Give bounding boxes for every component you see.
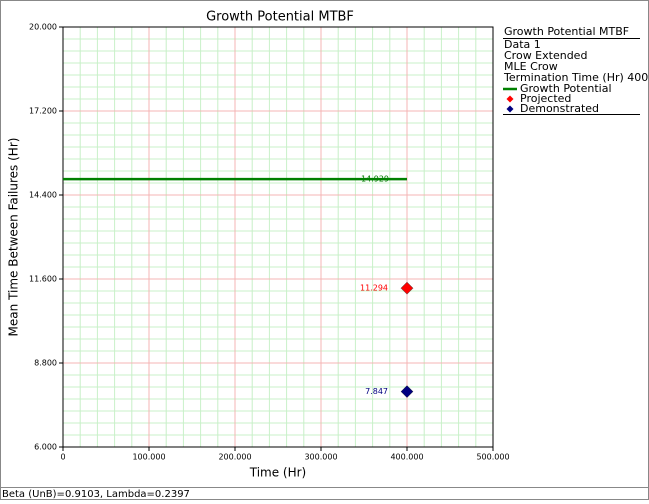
plot-border xyxy=(62,26,494,448)
legend-info: Crow Extended xyxy=(504,49,587,62)
legend-entry: Growth Potential xyxy=(520,82,612,95)
legend-entry: Projected xyxy=(520,92,571,105)
x-axis-label: Time (Hr) xyxy=(249,466,307,480)
x-tick-label: 100.000 xyxy=(132,453,165,462)
x-tick-label: 0 xyxy=(60,453,65,462)
legend-entry: Demonstrated xyxy=(520,102,599,115)
y-tick-label: 20.000 xyxy=(29,23,57,32)
value-label: 7.847 xyxy=(365,387,388,396)
y-tick-label: 17.200 xyxy=(29,107,57,116)
x-tick-label: 300.000 xyxy=(304,453,337,462)
legend-swatch xyxy=(506,105,514,113)
y-axis-label: Mean Time Between Failures (Hr) xyxy=(7,138,21,337)
x-tick-label: 500.000 xyxy=(476,453,509,462)
y-tick-label: 8.800 xyxy=(34,359,57,368)
value-label: 14.929 xyxy=(361,175,389,184)
data-point xyxy=(400,385,414,398)
legend-title: Growth Potential MTBF xyxy=(504,25,629,38)
value-label: 11.294 xyxy=(360,284,388,293)
data-point xyxy=(400,281,414,295)
legend-swatch xyxy=(506,95,514,103)
plot-area xyxy=(63,27,493,447)
x-tick-label: 400.000 xyxy=(390,453,423,462)
y-tick-label: 14.400 xyxy=(29,191,57,200)
chart-title: Growth Potential MTBF xyxy=(206,10,354,25)
y-tick-label: 6.000 xyxy=(34,443,57,452)
x-tick-label: 200.000 xyxy=(218,453,251,462)
legend-info: Termination Time (Hr) 400 xyxy=(503,71,648,84)
footer: Beta (UnB)=0.9103, Lambda=0.2397 xyxy=(2,489,190,500)
y-tick-label: 11.600 xyxy=(29,275,57,284)
legend-info: Data 1 xyxy=(504,38,541,51)
legend-info: MLE Crow xyxy=(504,60,558,73)
